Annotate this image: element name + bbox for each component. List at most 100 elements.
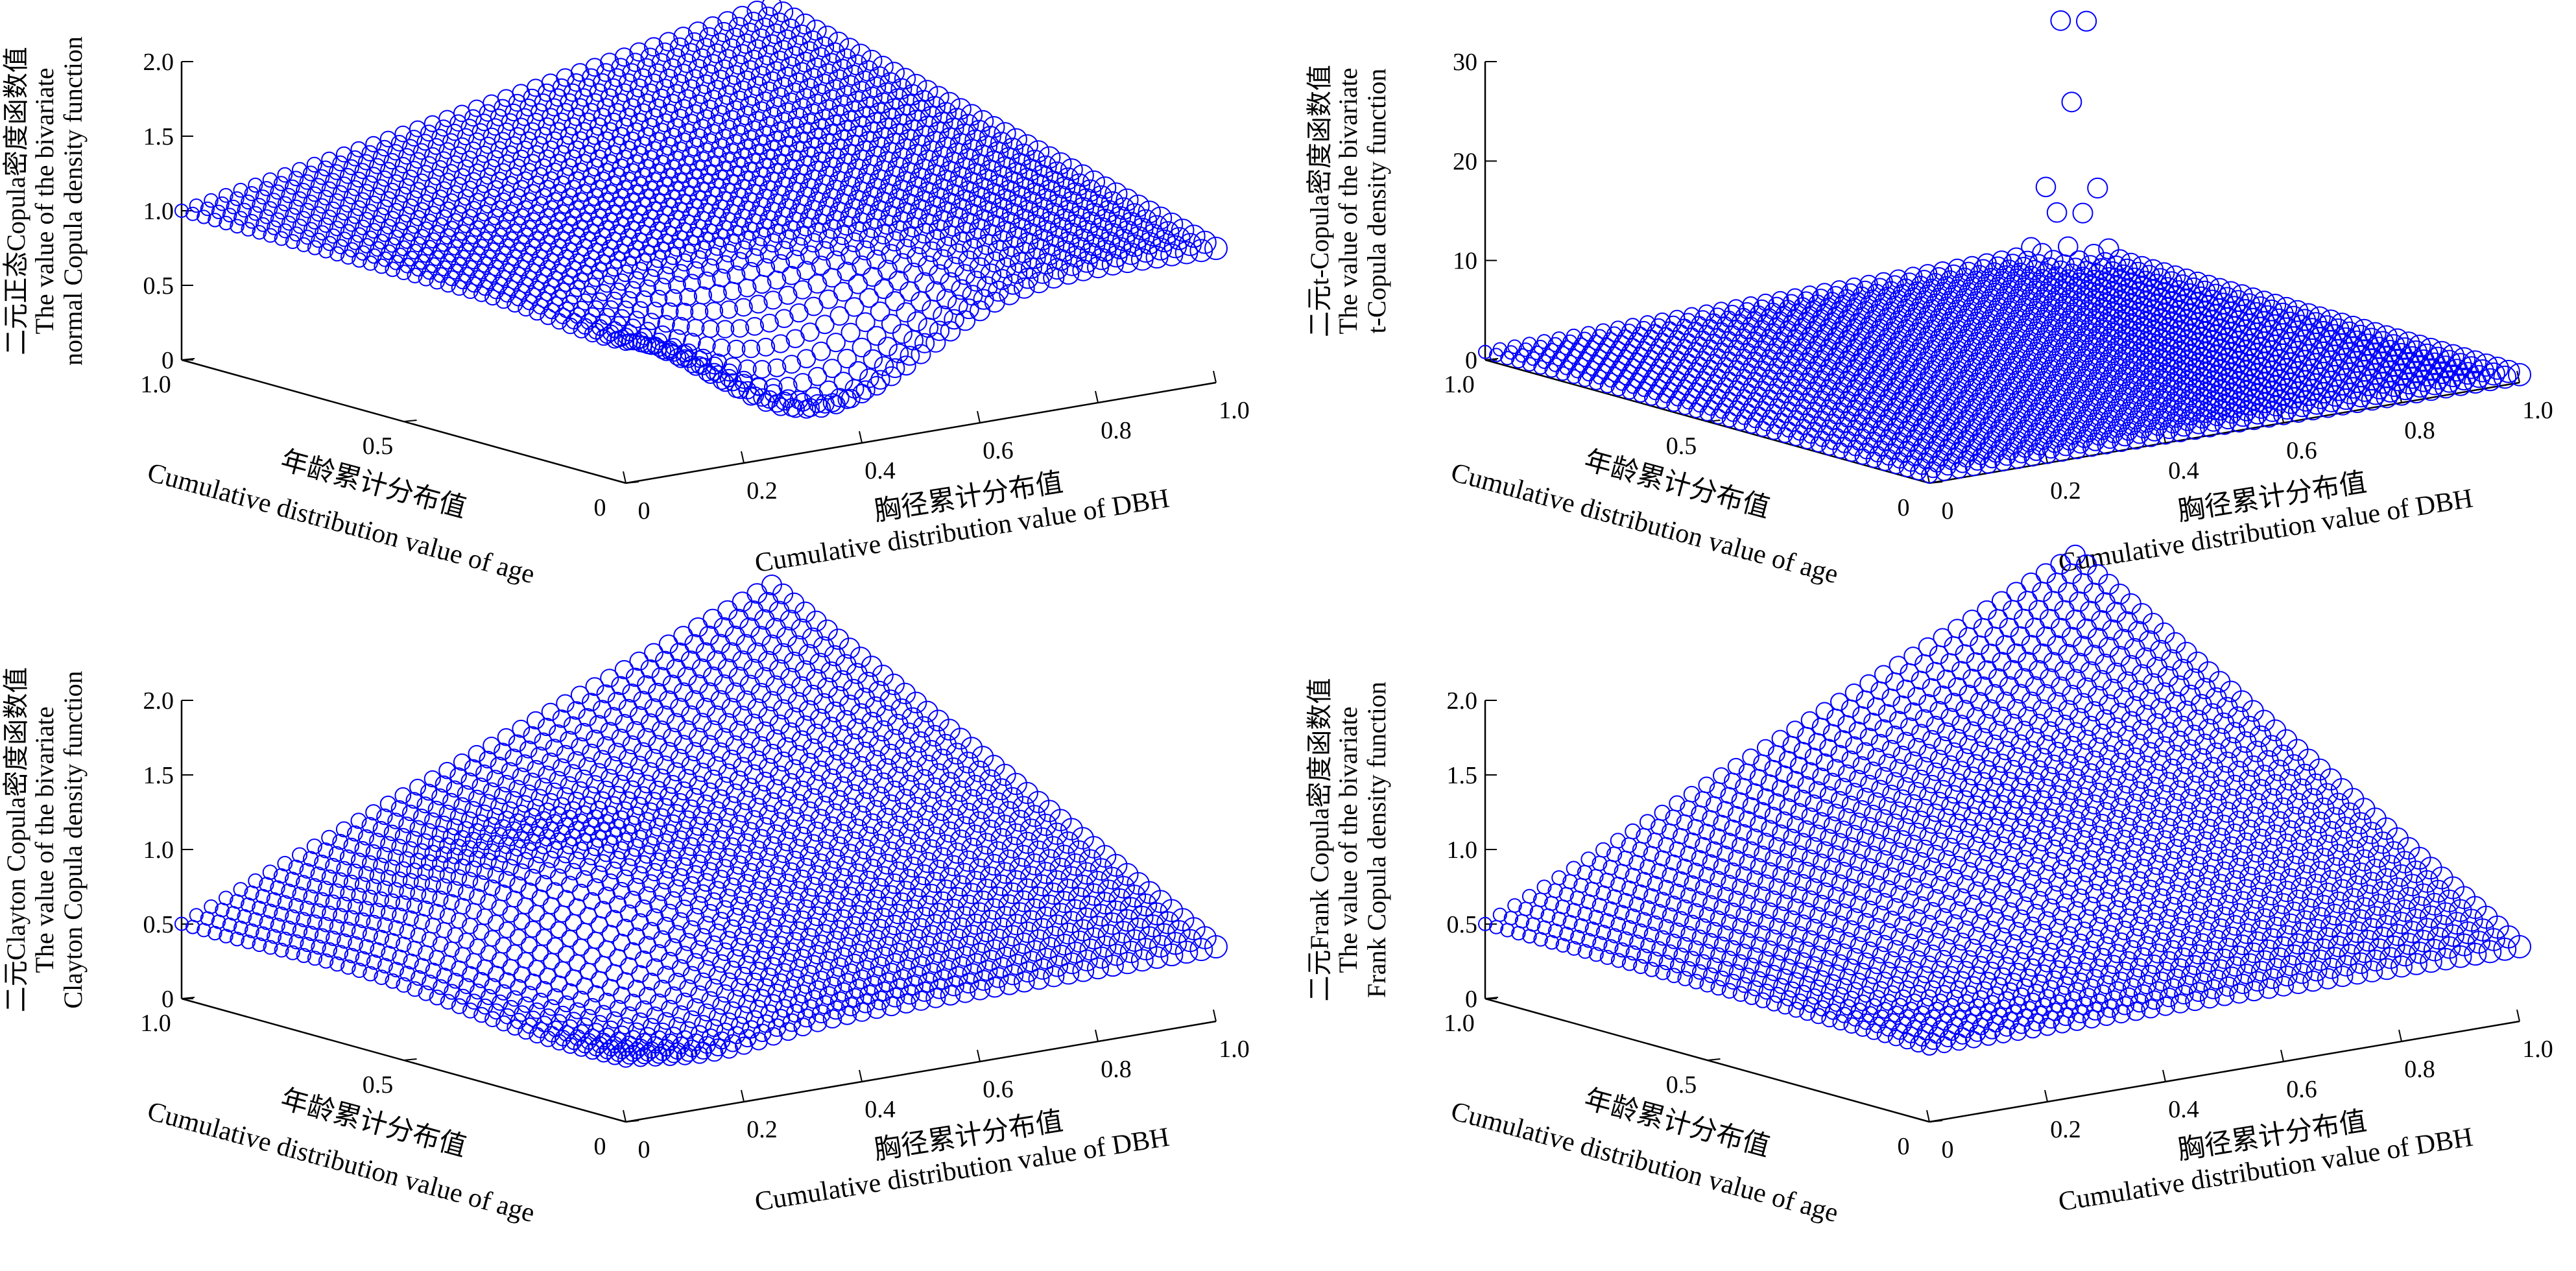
data-point-marker (2209, 298, 2231, 320)
data-point-marker (928, 859, 949, 881)
data-point-marker (2131, 255, 2153, 278)
data-point-marker (575, 122, 593, 141)
data-point-marker (516, 795, 534, 813)
data-point-marker (606, 291, 623, 309)
data-point-marker (2162, 312, 2182, 333)
data-point-marker (2195, 342, 2216, 363)
z-axis-label-line: 二元正态Copula密度函数值 (1, 47, 30, 355)
y-tick-label: 1.0 (140, 1010, 171, 1037)
data-point-marker (468, 823, 486, 840)
data-point-marker (898, 128, 920, 150)
data-point-marker (1710, 348, 1726, 365)
data-point-marker (2232, 366, 2253, 387)
data-point-marker (593, 108, 612, 126)
data-point-marker (2309, 327, 2331, 349)
data-point-marker (442, 827, 460, 845)
data-point-marker (863, 349, 883, 369)
data-point-marker (604, 861, 623, 880)
data-point-marker (859, 228, 879, 248)
y-tick-label: 0.5 (363, 1071, 394, 1099)
data-point-marker (366, 195, 382, 212)
data-point-marker (701, 320, 720, 339)
data-point-marker (1676, 318, 1693, 335)
data-point-marker (990, 828, 1013, 850)
data-point-marker (543, 999, 560, 1016)
data-point-marker (708, 237, 727, 256)
data-point-marker (965, 914, 987, 935)
data-point-marker (292, 161, 307, 178)
data-point-marker (424, 177, 442, 195)
data-point-marker (498, 921, 516, 938)
data-point-marker (1739, 363, 1756, 380)
data-point-marker (743, 12, 764, 32)
data-point-marker (804, 233, 824, 253)
data-point-marker (828, 139, 850, 160)
data-point-marker (2176, 309, 2198, 331)
data-point-marker (307, 186, 322, 202)
data-point-marker (2220, 281, 2242, 303)
data-point-marker (403, 250, 419, 267)
data-point-marker (1795, 418, 1812, 436)
data-point-marker (2180, 344, 2201, 366)
data-point-marker (2121, 294, 2142, 315)
data-point-marker (800, 245, 820, 265)
data-point-marker (475, 176, 494, 193)
data-point-marker (2261, 340, 2283, 362)
data-point-marker (256, 217, 270, 232)
data-point-marker (757, 6, 779, 27)
data-point-marker (666, 48, 686, 68)
data-point-marker (2221, 322, 2242, 344)
data-point-marker (543, 953, 560, 970)
data-point-marker (1813, 431, 1830, 447)
data-point-marker (818, 165, 839, 186)
data-point-marker (2206, 365, 2227, 386)
data-point-marker (957, 802, 979, 825)
data-point-marker (505, 167, 523, 185)
data-point-marker (267, 220, 282, 235)
data-point-marker (2302, 359, 2324, 381)
x-tick-label: 1.0 (1219, 1036, 1250, 1063)
data-point-marker (844, 232, 865, 253)
data-point-marker (748, 294, 768, 314)
data-point-marker (1788, 430, 1804, 447)
data-point-marker (815, 315, 835, 335)
data-point-marker (807, 160, 827, 181)
data-point-marker (560, 158, 578, 176)
data-point-marker (664, 246, 683, 265)
data-point-marker (2258, 346, 2279, 368)
z-tick-label: 20 (1453, 148, 1477, 175)
data-point-marker (424, 844, 442, 862)
data-point-marker (466, 953, 483, 969)
data-point-marker (315, 225, 330, 241)
data-point-marker (748, 237, 768, 256)
data-point-marker (398, 148, 415, 165)
data-point-marker (420, 185, 438, 202)
data-point-marker (759, 313, 779, 333)
data-point-marker (677, 53, 697, 73)
data-point-marker (2224, 357, 2246, 379)
data-point-marker (2213, 333, 2235, 355)
data-point-marker (877, 337, 898, 357)
data-point-marker (211, 204, 226, 219)
data-point-marker (244, 186, 259, 202)
data-point-marker (2221, 342, 2242, 364)
data-point-marker (702, 16, 723, 37)
data-point-marker (880, 142, 901, 163)
data-point-marker (399, 233, 416, 249)
data-point-marker (292, 219, 308, 234)
data-point-marker (754, 18, 775, 38)
data-point-marker (2157, 277, 2179, 298)
data-point-marker (2154, 283, 2175, 304)
data-point-marker (822, 219, 842, 239)
data-point-marker (854, 172, 876, 193)
data-point-marker (490, 855, 508, 873)
data-point-marker (321, 181, 337, 197)
data-point-marker (332, 185, 349, 201)
data-point-marker (2341, 315, 2365, 339)
data-point-marker (556, 102, 575, 121)
data-point-marker (332, 155, 348, 172)
data-point-marker (810, 151, 831, 172)
data-point-marker (563, 83, 582, 102)
data-point-marker (372, 148, 389, 166)
data-point-marker (517, 897, 534, 914)
